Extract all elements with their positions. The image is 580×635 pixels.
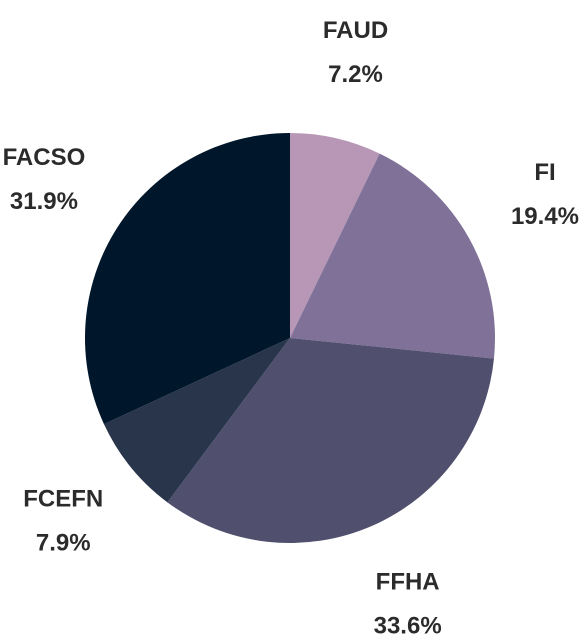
slice-label: FI bbox=[534, 159, 555, 186]
pie-slice bbox=[290, 153, 496, 359]
pie-slice bbox=[103, 338, 290, 503]
slice-value-label: 7.2% bbox=[328, 61, 383, 88]
pie-slice bbox=[84, 132, 290, 425]
slice-label: FAUD bbox=[323, 17, 388, 44]
slice-label: FACSO bbox=[3, 144, 86, 171]
slice-value-label: 19.4% bbox=[511, 203, 579, 230]
slice-label: FCEFN bbox=[23, 485, 103, 512]
pie-slice bbox=[290, 133, 380, 338]
slice-value-label: 7.9% bbox=[36, 529, 91, 556]
pie-slice bbox=[167, 338, 494, 544]
slice-label: FFHA bbox=[376, 569, 440, 596]
slice-value-label: 31.9% bbox=[10, 188, 78, 215]
slice-value-label: 33.6% bbox=[374, 613, 442, 635]
